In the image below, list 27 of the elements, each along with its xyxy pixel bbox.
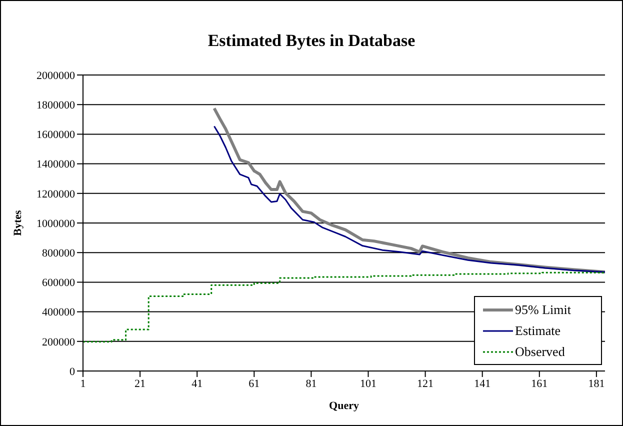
legend-label: Observed	[515, 344, 565, 360]
y-tick-label: 1800000	[36, 100, 76, 112]
legend-label: 95% Limit	[515, 302, 571, 318]
x-tick-label: 161	[531, 378, 548, 390]
x-tick-label: 121	[417, 378, 434, 390]
x-tick-label: 61	[248, 378, 260, 390]
x-tick-label: 21	[134, 378, 146, 390]
y-tick-label: 1200000	[36, 188, 76, 200]
x-tick-label: 141	[474, 378, 491, 390]
y-tick-label: 1000000	[36, 218, 76, 230]
y-tick-label: 0	[70, 366, 76, 378]
chart-title: Estimated Bytes in Database	[206, 31, 416, 51]
y-tick-label: 1600000	[36, 129, 76, 142]
y-tick-label: 1400000	[36, 158, 76, 171]
x-axis-title: Query	[329, 400, 360, 412]
y-tick-label: 800000	[42, 248, 76, 260]
legend-label: Estimate	[515, 322, 560, 338]
y-tick-label: 2000000	[36, 70, 76, 82]
y-axis-title: Bytes	[12, 209, 24, 236]
x-tick-label: 81	[306, 378, 317, 390]
x-tick-label: 41	[192, 378, 203, 390]
y-tick-label: 200000	[42, 336, 76, 348]
y-tick-label: 600000	[42, 277, 76, 290]
x-tick-label: 181	[588, 378, 605, 390]
x-tick-label: 1	[80, 378, 86, 390]
y-tick-label: 400000	[42, 306, 76, 319]
x-tick-label: 101	[360, 378, 376, 390]
